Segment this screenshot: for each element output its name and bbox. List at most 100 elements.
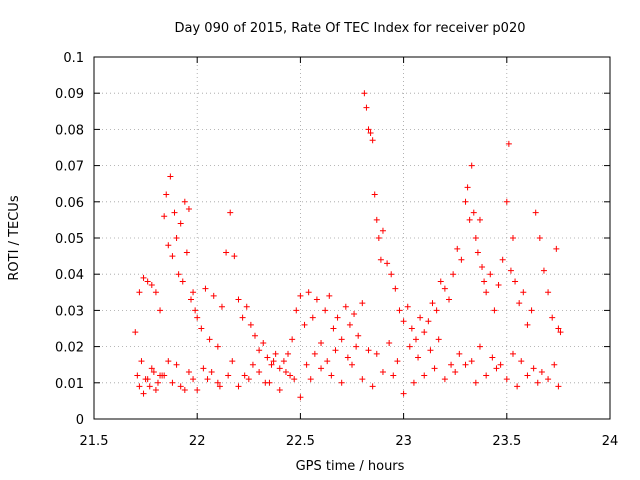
data-point xyxy=(136,289,143,296)
data-point xyxy=(276,387,283,394)
data-point xyxy=(551,361,558,368)
data-point xyxy=(140,274,147,281)
data-point xyxy=(297,394,304,401)
data-point xyxy=(322,307,329,314)
data-point xyxy=(375,235,382,241)
data-point xyxy=(204,376,211,383)
data-point xyxy=(468,162,475,169)
data-point xyxy=(231,253,238,260)
data-point xyxy=(157,372,164,379)
data-point xyxy=(132,329,139,336)
data-point xyxy=(328,372,335,379)
data-point xyxy=(441,285,448,292)
x-axis-label: GPS time / hours xyxy=(296,459,405,474)
data-point xyxy=(276,365,283,372)
data-point xyxy=(235,296,242,303)
data-point xyxy=(200,365,207,372)
data-point xyxy=(528,307,535,314)
data-point xyxy=(251,332,258,339)
data-point xyxy=(448,361,455,368)
data-point xyxy=(173,361,180,368)
data-point xyxy=(272,350,279,357)
data-point xyxy=(476,216,483,223)
data-point xyxy=(392,285,399,292)
data-point xyxy=(394,358,401,365)
data-point xyxy=(499,256,506,263)
data-point xyxy=(408,325,415,332)
data-point xyxy=(218,303,225,310)
data-point xyxy=(171,209,178,216)
data-point xyxy=(454,245,461,252)
data-point xyxy=(458,256,465,263)
data-point xyxy=(223,249,230,256)
data-point xyxy=(417,314,424,321)
data-point xyxy=(361,90,368,97)
data-point xyxy=(177,220,184,227)
data-point xyxy=(406,343,413,350)
x-tick-label: 21.5 xyxy=(80,434,109,449)
data-point xyxy=(179,278,186,285)
data-point xyxy=(307,376,314,383)
data-point xyxy=(249,361,256,368)
data-point xyxy=(462,361,469,368)
data-point xyxy=(514,383,521,390)
data-point xyxy=(437,278,444,285)
data-point xyxy=(520,289,527,296)
data-point xyxy=(280,358,287,365)
data-point xyxy=(365,126,372,133)
data-point xyxy=(369,383,376,390)
y-tick-label: 0.08 xyxy=(55,123,84,138)
data-point xyxy=(134,372,141,379)
data-point xyxy=(545,289,552,296)
data-point xyxy=(427,347,434,354)
data-point xyxy=(229,358,236,365)
x-tick-label: 22.5 xyxy=(286,434,315,449)
chart-title: Day 090 of 2015, Rate Of TEC Index for r… xyxy=(175,21,526,36)
data-point xyxy=(400,318,407,325)
y-axis-label: ROTI / TECUs xyxy=(7,195,22,280)
data-point xyxy=(503,198,510,205)
y-tick-label: 0.03 xyxy=(55,304,84,319)
data-point xyxy=(148,365,155,372)
data-point xyxy=(313,296,320,303)
data-point xyxy=(309,314,316,321)
data-point xyxy=(282,368,289,375)
data-point xyxy=(481,278,488,285)
data-point xyxy=(509,350,516,357)
y-tick-label: 0.02 xyxy=(55,341,84,356)
data-point xyxy=(260,339,267,346)
data-point xyxy=(493,365,500,372)
data-point xyxy=(470,209,477,216)
data-point xyxy=(169,253,176,260)
data-point xyxy=(138,358,145,365)
data-points xyxy=(132,90,564,401)
data-point xyxy=(318,365,325,372)
data-point xyxy=(326,292,333,299)
y-tick-label: 0.06 xyxy=(55,196,84,211)
data-point xyxy=(303,361,310,368)
data-point xyxy=(152,289,159,296)
data-point xyxy=(173,235,180,241)
data-point xyxy=(540,267,547,274)
data-point xyxy=(243,303,250,310)
data-point xyxy=(245,376,252,383)
data-point xyxy=(293,307,300,314)
data-point xyxy=(332,347,339,354)
data-point xyxy=(532,209,539,216)
data-point xyxy=(351,311,358,318)
y-tick-label: 0.1 xyxy=(63,51,84,66)
data-point xyxy=(208,368,215,375)
data-point xyxy=(268,361,275,368)
data-point xyxy=(495,282,502,289)
x-tick-label: 22 xyxy=(189,434,206,449)
data-point xyxy=(152,387,159,394)
y-tick-labels: 0 0.01 0.02 0.03 0.04 0.05 0.06 0.07 0.08 0.09 0.1 xyxy=(55,51,84,428)
x-tick-label: 23.5 xyxy=(492,434,521,449)
data-point xyxy=(235,383,242,390)
data-point xyxy=(241,372,248,379)
data-point xyxy=(144,376,151,383)
data-point xyxy=(433,307,440,314)
data-point xyxy=(468,358,475,365)
y-tick-label: 0.04 xyxy=(55,268,84,283)
